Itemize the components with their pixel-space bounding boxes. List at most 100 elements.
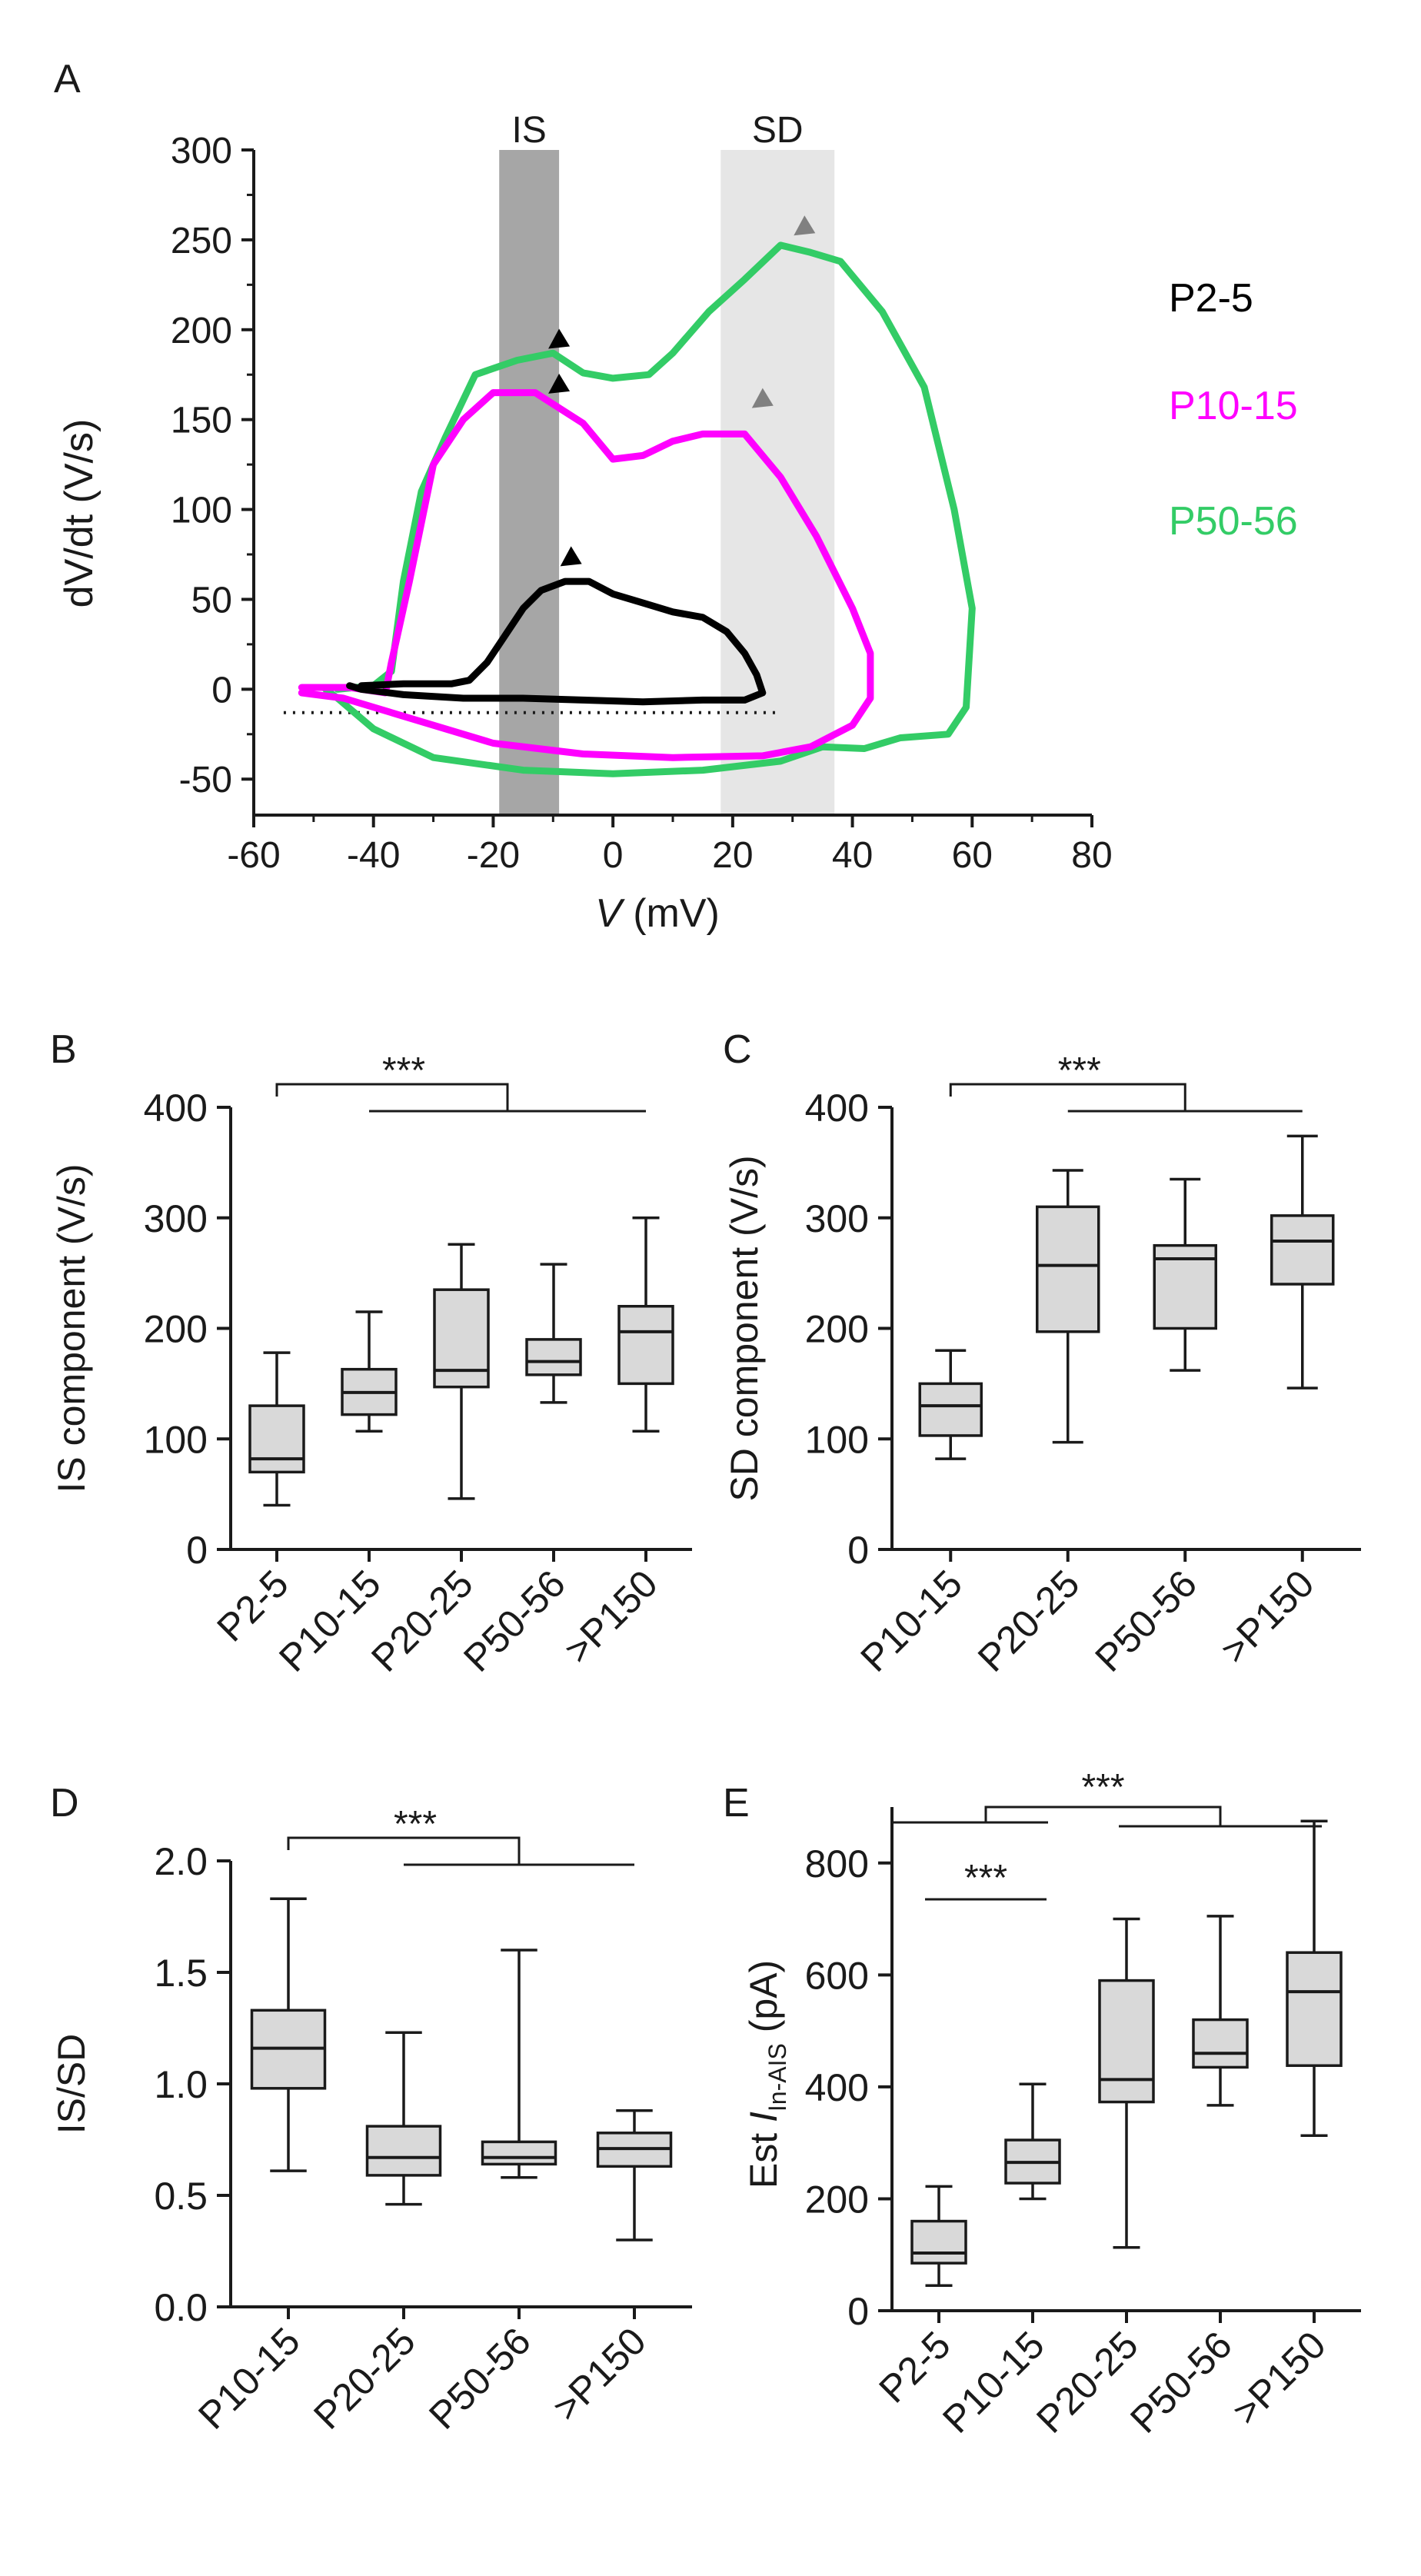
y-tick-label: 200 <box>805 2178 869 2221</box>
x-tick-label: >P150 <box>556 1562 666 1672</box>
y-tick-label: 100 <box>805 1418 869 1461</box>
box-p10-15 <box>918 1382 983 1437</box>
y-tick-label: -50 <box>179 760 232 800</box>
panel-b-box-plot: 0100200300400P2-5P10-15P20-25P50-56>P150… <box>50 1050 692 1680</box>
x-tick-label: P10-15 <box>271 1562 389 1680</box>
significance-stars: *** <box>1081 1767 1124 1808</box>
peak-marker-p10-15 <box>751 388 774 408</box>
y-tick-label: 0 <box>847 1529 869 1572</box>
y-tick-label: 400 <box>805 1087 869 1130</box>
box-p20-25 <box>433 1288 490 1389</box>
box-p20-25 <box>1036 1205 1100 1333</box>
box-p20-25 <box>365 2125 442 2177</box>
x-tick-label: P20-25 <box>1028 2323 1146 2441</box>
box-p50-56 <box>525 1338 582 1376</box>
box-p2-5 <box>910 2219 967 2265</box>
significance-bracket <box>275 1083 509 1111</box>
y-tick-label: 800 <box>805 1842 869 1885</box>
band-label-is: IS <box>511 110 546 151</box>
y-tick-label: 250 <box>171 221 232 261</box>
is-marker <box>548 328 571 349</box>
is-marker <box>548 373 571 394</box>
y-tick-label: 0 <box>847 2290 869 2333</box>
y-tick-label: 200 <box>805 1308 869 1351</box>
x-tick-label: P10-15 <box>934 2323 1053 2441</box>
x-tick-label: P10-15 <box>190 2319 308 2438</box>
x-tick-label: -40 <box>347 835 400 876</box>
box->p150 <box>1270 1214 1335 1286</box>
y-tick-label: 200 <box>171 311 232 351</box>
x-tick-label: P20-25 <box>970 1562 1088 1680</box>
significance-bracket <box>984 1806 1222 1826</box>
y-tick-label: 400 <box>805 2066 869 2109</box>
series-line-p2-5 <box>346 577 767 706</box>
significance-bracket <box>949 1083 1186 1111</box>
series-line-p10-15 <box>298 389 874 761</box>
series-line-p50-56 <box>321 241 976 777</box>
y-axis-label: dV/dt (V/s) <box>57 419 102 608</box>
x-tick-label: P2-5 <box>870 2323 958 2411</box>
band-is <box>499 150 560 815</box>
y-tick-label: 300 <box>171 131 232 171</box>
x-tick-label: 0 <box>603 835 624 876</box>
y-tick-label: 100 <box>171 491 232 531</box>
x-tick-label: P50-56 <box>421 2319 539 2438</box>
panel-letter-e: E <box>723 1781 750 1825</box>
x-tick-label: 20 <box>712 835 753 876</box>
y-axis-label: IS component (V/s) <box>50 1164 93 1493</box>
legend-entry-p2-5: P2-5 <box>1169 276 1253 321</box>
y-axis-label: IS/SD <box>50 2034 93 2135</box>
y-tick-label: 0 <box>186 1529 208 1572</box>
significance-stars: *** <box>394 1804 437 1845</box>
x-tick-label: >P150 <box>544 2319 654 2429</box>
y-tick-label: 100 <box>144 1418 208 1461</box>
box-p2-5 <box>248 1404 305 1474</box>
significance-bracket <box>287 1836 521 1865</box>
panel-letter-a: A <box>54 57 81 102</box>
y-axis-label: SD component (V/s) <box>723 1155 766 1501</box>
y-tick-label: 300 <box>144 1197 208 1240</box>
x-tick-label: P50-56 <box>455 1562 574 1680</box>
band-sd <box>720 150 835 815</box>
x-tick-label: 60 <box>952 835 993 876</box>
y-tick-label: 300 <box>805 1197 869 1240</box>
panel-letter-b: B <box>50 1027 77 1072</box>
box->p150 <box>617 1305 674 1386</box>
panel-a-phase-plot: IS SD 300 250 200 150 100 50 0 -50 -60 -40 -20 0 20 40 6… <box>57 110 1298 936</box>
panel-letter-d: D <box>50 1781 79 1825</box>
x-tick-label: P10-15 <box>852 1562 970 1680</box>
box-p20-25 <box>1098 1979 1155 2104</box>
x-tick-label: -60 <box>227 835 280 876</box>
box->p150 <box>1286 1951 1343 2067</box>
x-tick-label: 40 <box>832 835 873 876</box>
significance-stars: *** <box>1058 1050 1101 1091</box>
box-p50-56 <box>481 2140 557 2166</box>
box-p50-56 <box>1192 2018 1249 2069</box>
y-tick-label: 600 <box>805 1954 869 1997</box>
x-tick-label: P20-25 <box>363 1562 481 1680</box>
y-axis-label: Est IIn-AIS (pA) <box>742 1960 791 2188</box>
legend-entry-p50-56: P50-56 <box>1169 499 1298 544</box>
band-label-sd: SD <box>752 110 804 151</box>
significance-stars: *** <box>964 1858 1007 1899</box>
x-tick-label: P20-25 <box>305 2319 424 2438</box>
y-tick-label: 0.0 <box>154 2286 208 2329</box>
y-tick-label: 0.5 <box>154 2175 208 2218</box>
y-tick-label: 1.0 <box>154 2063 208 2106</box>
x-tick-label: >P150 <box>1224 2323 1334 2433</box>
peak-marker-p50-56 <box>794 215 816 236</box>
peak-marker-p2-5 <box>560 546 582 567</box>
panel-e-box-plot: 0 200 400 600 800 P2-5P10-15P20-25P50-56>P150… <box>742 1767 1361 2441</box>
significance-stars: *** <box>382 1050 425 1091</box>
x-tick-label: P50-56 <box>1122 2323 1240 2441</box>
y-tick-label: 0 <box>211 670 232 711</box>
y-tick-label: 150 <box>171 401 232 441</box>
x-tick-label: P50-56 <box>1087 1562 1205 1680</box>
x-tick-label: >P150 <box>1213 1562 1323 1672</box>
y-tick-label: 1.5 <box>154 1952 208 1995</box>
y-tick-label: 50 <box>191 580 232 621</box>
x-tick-label: 80 <box>1071 835 1112 876</box>
